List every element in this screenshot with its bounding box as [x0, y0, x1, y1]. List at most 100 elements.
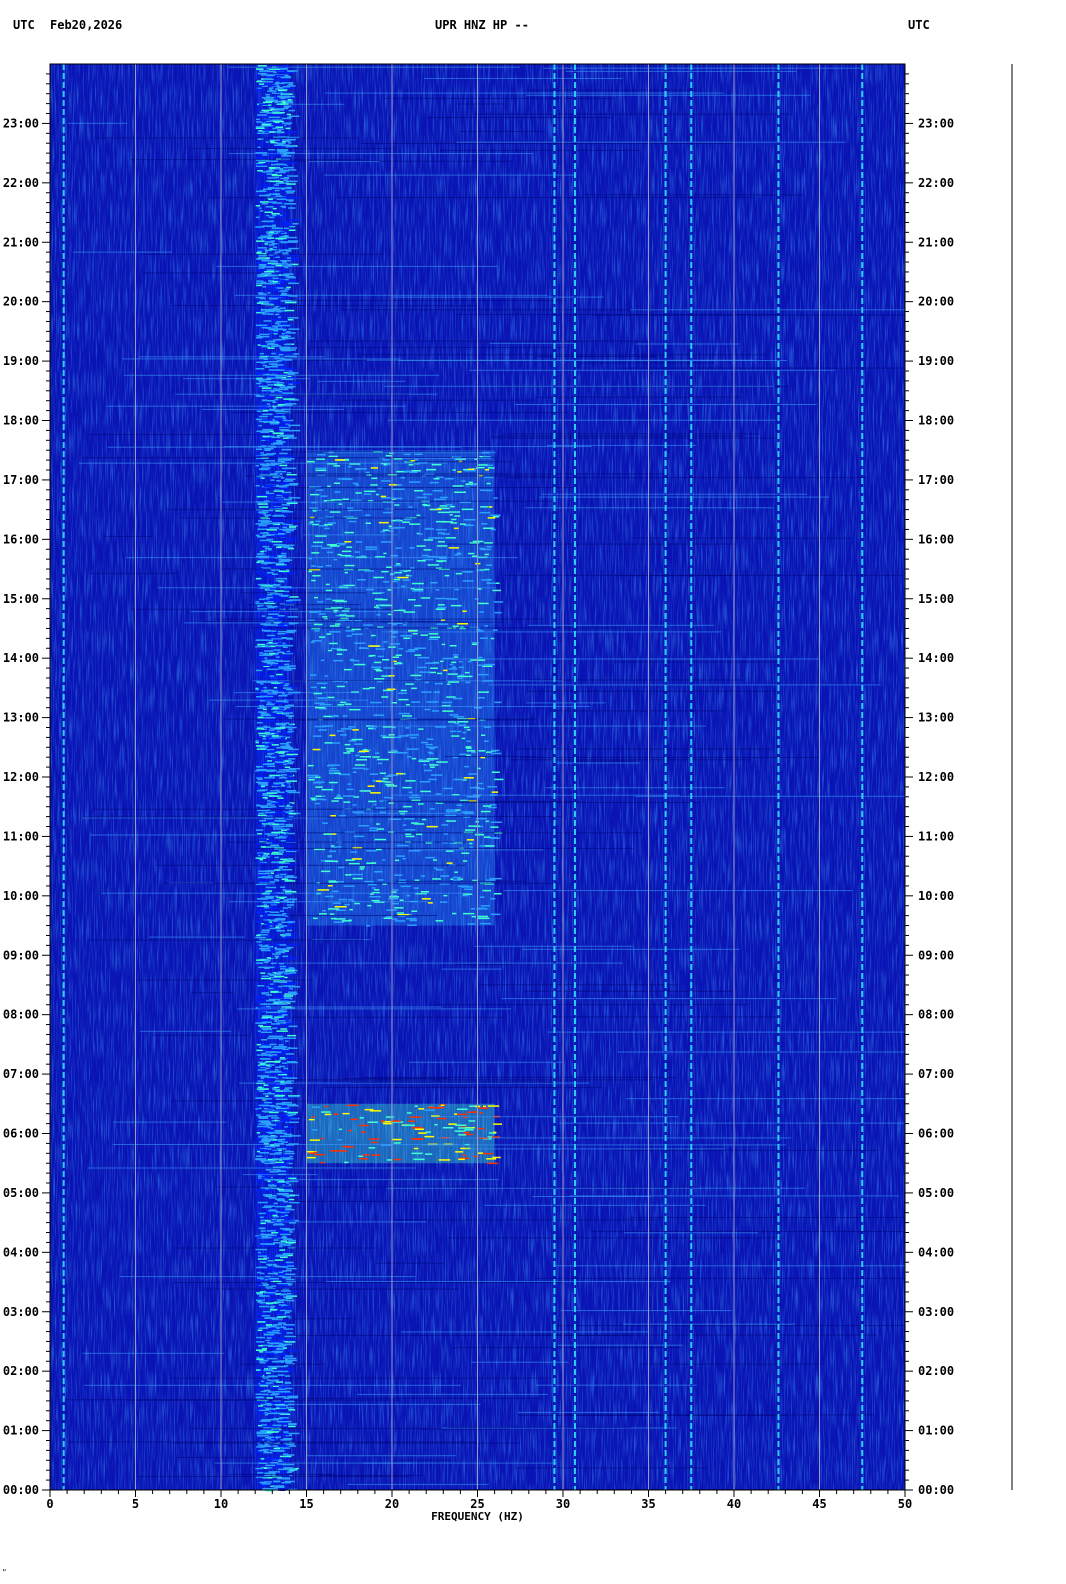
energy-speck — [266, 286, 278, 289]
energy-speck — [288, 988, 293, 990]
spectral-streak — [519, 757, 819, 758]
energy-speck — [269, 675, 275, 677]
energy-speck — [278, 324, 291, 327]
energy-speck — [278, 774, 283, 777]
energy-speck — [449, 514, 453, 516]
energy-speck — [452, 876, 461, 879]
energy-speck — [273, 279, 285, 281]
energy-speck — [265, 277, 273, 279]
spectral-streak — [539, 496, 829, 498]
energy-speck — [342, 498, 349, 500]
spectral-streak — [452, 1347, 680, 1349]
energy-speck — [269, 756, 276, 759]
energy-speck — [259, 539, 271, 542]
energy-speck — [275, 1090, 286, 1092]
energy-speck — [258, 561, 270, 564]
energy-speck — [463, 1116, 468, 1119]
energy-speck — [271, 345, 279, 347]
energy-speck — [260, 683, 264, 685]
spectral-streak — [119, 1276, 416, 1278]
energy-speck — [311, 799, 317, 801]
energy-speck — [259, 1065, 267, 1067]
energy-speck — [383, 511, 393, 514]
energy-speck — [259, 1120, 270, 1122]
energy-speck — [270, 1439, 275, 1441]
spectral-streak — [216, 1186, 517, 1188]
energy-speck — [284, 1400, 295, 1403]
energy-speck — [260, 695, 269, 698]
energy-speck — [268, 244, 275, 246]
energy-speck — [426, 825, 438, 828]
energy-speck — [286, 138, 297, 141]
energy-speck — [286, 474, 297, 476]
energy-speck — [427, 564, 440, 566]
spectral-streak — [613, 661, 784, 663]
energy-speck — [282, 687, 292, 689]
energy-speck — [405, 704, 410, 706]
energy-speck — [260, 972, 266, 974]
energy-speck — [284, 1184, 289, 1186]
energy-speck — [266, 1324, 274, 1327]
energy-speck — [488, 506, 493, 508]
energy-speck — [285, 993, 298, 995]
energy-speck — [420, 741, 428, 744]
energy-speck — [487, 467, 495, 469]
energy-speck — [273, 307, 279, 309]
energy-speck — [275, 1486, 285, 1488]
spectral-streak — [437, 1137, 792, 1139]
energy-speck — [261, 615, 266, 617]
energy-speck — [262, 309, 271, 311]
energy-speck — [337, 881, 344, 883]
energy-speck — [282, 1147, 293, 1149]
energy-speck — [282, 333, 288, 336]
energy-speck — [261, 124, 271, 126]
energy-speck — [368, 800, 377, 803]
energy-speck — [263, 1389, 271, 1392]
energy-speck — [313, 623, 323, 626]
energy-speck — [487, 1162, 499, 1165]
energy-speck — [411, 757, 417, 760]
energy-speck — [279, 323, 289, 325]
energy-speck — [285, 744, 290, 746]
energy-speck — [435, 556, 447, 558]
energy-speck — [284, 762, 294, 765]
energy-speck — [276, 1327, 280, 1329]
energy-speck — [389, 896, 400, 898]
energy-speck — [288, 1423, 297, 1425]
spectral-streak — [139, 1030, 232, 1032]
energy-speck — [276, 930, 285, 932]
spectral-streak — [306, 1455, 456, 1457]
energy-speck — [425, 743, 433, 746]
energy-speck — [259, 706, 267, 708]
energy-speck — [288, 207, 296, 209]
energy-speck — [483, 663, 495, 666]
energy-speck — [410, 567, 415, 569]
energy-speck — [276, 1023, 284, 1026]
energy-speck — [402, 521, 410, 523]
energy-speck — [286, 377, 296, 379]
energy-speck — [378, 591, 385, 594]
energy-speck — [282, 1204, 288, 1206]
energy-speck — [268, 1065, 272, 1068]
energy-speck — [322, 910, 326, 912]
energy-speck — [268, 169, 273, 171]
energy-speck — [275, 570, 280, 572]
energy-speck — [273, 391, 285, 394]
energy-speck — [283, 1110, 287, 1113]
energy-speck — [395, 519, 400, 521]
energy-speck — [450, 730, 456, 733]
spectral-streak — [383, 800, 580, 802]
energy-speck — [270, 108, 278, 111]
energy-speck — [388, 797, 394, 799]
energy-speck — [413, 823, 425, 825]
spectral-streak — [261, 1006, 442, 1008]
energy-speck — [279, 181, 284, 183]
energy-speck — [315, 795, 322, 797]
energy-speck — [405, 835, 415, 838]
energy-speck — [257, 716, 264, 719]
energy-speck — [371, 899, 380, 902]
energy-speck — [318, 729, 327, 731]
energy-speck — [277, 1199, 286, 1202]
energy-speck — [265, 176, 274, 178]
